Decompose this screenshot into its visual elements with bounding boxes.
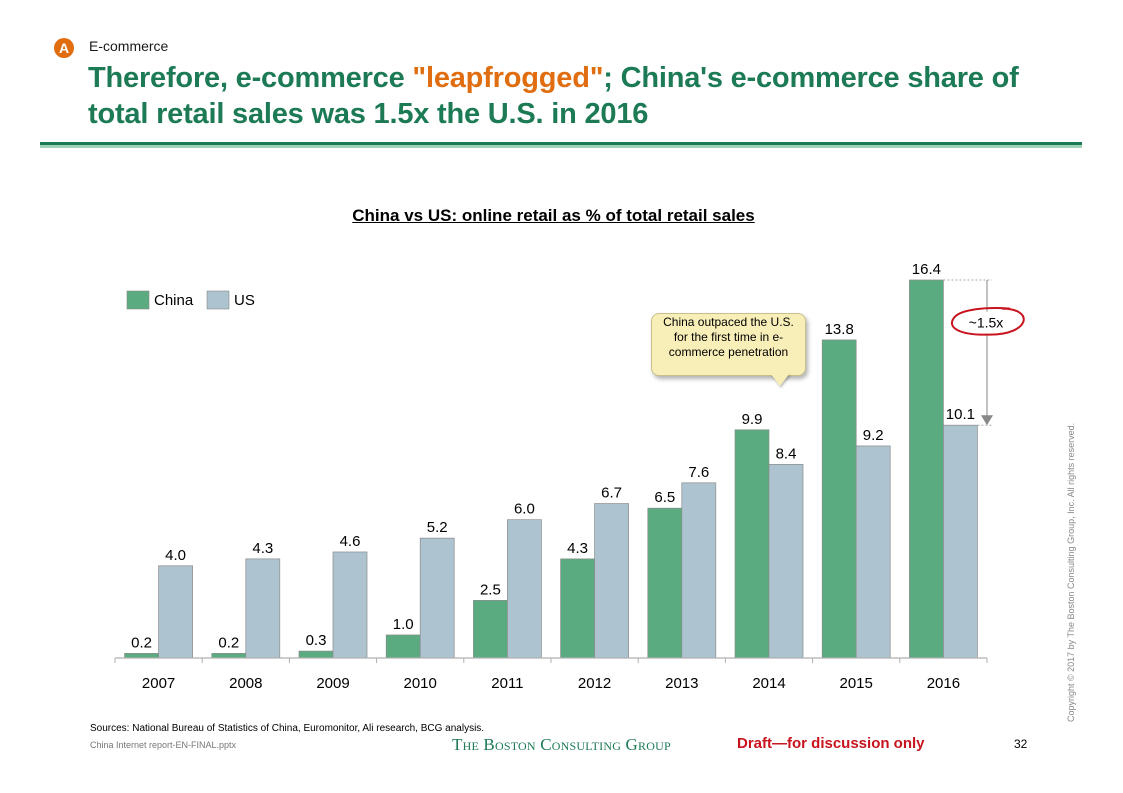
data-label-us-2014: 8.4 <box>776 445 797 462</box>
page-number: 32 <box>1014 737 1028 751</box>
x-tick-label-2011: 2011 <box>491 675 523 692</box>
bar-china-2010 <box>385 634 421 659</box>
sources: Sources: National Bureau of Statistics o… <box>90 723 485 734</box>
copyright: Copyright © 2017 by The Boston Consultin… <box>1066 422 1076 722</box>
title-rule-light <box>40 145 1082 148</box>
ratio-label: ~1.5x <box>969 315 1004 331</box>
bar-us-2011 <box>507 519 542 659</box>
x-tick-label-2014: 2014 <box>752 675 785 692</box>
data-label-us-2008: 4.3 <box>252 540 273 557</box>
x-tick-label-2009: 2009 <box>316 675 349 692</box>
bar-us-2016 <box>943 424 978 659</box>
data-label-china-2015: 13.8 <box>825 321 854 338</box>
data-label-china-2007: 0.2 <box>131 634 152 651</box>
callout-tail <box>770 373 790 386</box>
bar-china-2015 <box>821 339 857 659</box>
bar-china-2012 <box>560 558 595 659</box>
x-tick-label-2013: 2013 <box>665 675 698 692</box>
title-part-1: Therefore, e-commerce <box>88 62 413 94</box>
data-label-china-2013: 6.5 <box>654 489 675 506</box>
data-label-china-2010: 1.0 <box>393 616 414 633</box>
legend-swatch-china <box>126 290 150 310</box>
bar-china-2014 <box>734 429 770 659</box>
title-part-2: ; China's e-commerce share of total reta… <box>88 62 1019 130</box>
data-label-us-2009: 4.6 <box>340 533 361 550</box>
x-tick-label-2010: 2010 <box>404 675 437 692</box>
x-tick-label-2012: 2012 <box>578 675 611 692</box>
title-highlight: "leapfrogged" <box>412 62 604 94</box>
bar-china-2008 <box>211 653 247 659</box>
bar-china-2013 <box>647 507 683 659</box>
bar-us-2015 <box>855 445 891 659</box>
bar-us-2009 <box>332 551 368 659</box>
data-label-china-2009: 0.3 <box>306 632 327 649</box>
section-label: E-commerce <box>89 38 169 54</box>
draft-label: Draft—for discussion only <box>737 735 925 752</box>
data-label-china-2011: 2.5 <box>480 581 501 598</box>
bar-us-2012 <box>594 503 629 659</box>
bar-us-2008 <box>245 558 281 659</box>
chart-title: China vs US: online retail as % of total… <box>352 206 755 225</box>
data-label-us-2016: 10.1 <box>946 406 975 423</box>
data-label-us-2013: 7.6 <box>688 464 709 481</box>
section-badge: A <box>54 38 74 58</box>
bar-us-2013 <box>681 482 717 659</box>
ratio-arrow-head <box>981 415 993 426</box>
title-rule <box>40 142 1082 145</box>
data-label-us-2007: 4.0 <box>165 547 186 564</box>
bar-us-2007 <box>158 565 193 659</box>
x-tick-label-2016: 2016 <box>927 675 960 692</box>
data-label-china-2008: 0.2 <box>218 634 239 651</box>
legend-label-china: China <box>154 292 194 309</box>
page-title: Therefore, e-commerce "leapfrogged"; Chi… <box>88 60 1048 132</box>
callout-text: China outpaced the U.S. for the first ti… <box>663 315 794 359</box>
data-label-us-2011: 6.0 <box>514 501 535 518</box>
callout-box: China outpaced the U.S. for the first ti… <box>651 313 806 376</box>
bar-us-2010 <box>419 537 455 659</box>
bar-china-2011 <box>473 600 508 659</box>
bar-us-2014 <box>768 464 804 659</box>
bar-china-2009 <box>298 650 334 659</box>
data-label-us-2010: 5.2 <box>427 519 448 536</box>
ratio-circle-annotation <box>951 307 1025 336</box>
bar-china-2016 <box>909 279 944 659</box>
data-label-us-2012: 6.7 <box>601 485 622 502</box>
data-label-china-2014: 9.9 <box>742 411 763 428</box>
data-label-china-2016: 16.4 <box>912 261 941 278</box>
legend-label-us: US <box>234 292 255 309</box>
ratio-label-bg <box>958 311 1020 334</box>
file-name: China Internet report-EN-FINAL.pptx <box>90 740 237 750</box>
x-tick-label-2007: 2007 <box>142 675 175 692</box>
data-label-us-2015: 9.2 <box>863 427 884 444</box>
x-tick-label-2008: 2008 <box>229 675 262 692</box>
data-label-china-2012: 4.3 <box>567 540 588 557</box>
legend: China US <box>126 290 255 310</box>
legend-swatch-us <box>206 290 230 310</box>
bcg-logo: The Boston Consulting Group <box>452 735 671 754</box>
x-tick-label-2015: 2015 <box>840 675 873 692</box>
bar-china-2007 <box>124 653 159 659</box>
